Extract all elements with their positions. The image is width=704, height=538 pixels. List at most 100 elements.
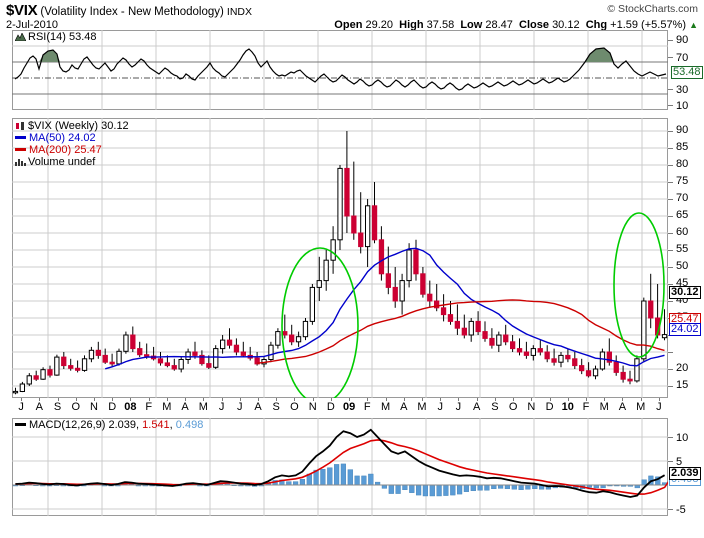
candle: [316, 280, 322, 288]
x-axis-label-J-11: J: [218, 401, 225, 413]
candle: [61, 356, 67, 367]
x-tick-7: [148, 398, 150, 401]
candle: [447, 314, 454, 322]
candle: [254, 357, 260, 365]
x-axis-label-M-20: M: [381, 401, 391, 413]
candle: [344, 167, 350, 217]
quote-date: 2-Jul-2010: [6, 19, 58, 31]
rsi-overbought-fill-1: [39, 50, 60, 62]
macd-hist-bar: [299, 479, 306, 486]
x-axis-label-10-30: 10: [561, 401, 574, 413]
candle: [75, 367, 81, 371]
high-label: High: [399, 19, 424, 31]
x-axis-label-O-3: O: [71, 401, 81, 413]
candle: [171, 365, 177, 370]
x-tick-29: [549, 398, 551, 401]
macd-hist-bar: [641, 479, 647, 486]
x-tick-18: [349, 398, 351, 401]
macd-tick-5: [668, 461, 673, 462]
x-tick-11: [221, 398, 223, 401]
macd-hist-bar: [340, 463, 347, 486]
macd-hist-bar: [525, 484, 531, 490]
x-tick-19: [367, 398, 369, 401]
chg-label: Chg: [585, 19, 608, 31]
candle: [627, 378, 633, 382]
chart-title: $VIX (Volatility Index - New Methodology…: [6, 2, 252, 19]
candle: [47, 369, 53, 376]
open-value: 29.20: [365, 19, 394, 31]
macd-tick-10: [668, 437, 673, 438]
ma50-legend-text: MA(50) 24.02: [29, 132, 96, 144]
candle: [164, 362, 170, 367]
macd-legend-value: 2.039: [108, 419, 137, 431]
x-tick-10: [203, 398, 205, 401]
candle: [295, 336, 302, 343]
macd-ytick-neg5: -5: [676, 504, 686, 516]
x-tick-8: [166, 398, 168, 401]
macd-hist-bar: [381, 484, 388, 489]
candle: [323, 259, 329, 282]
x-tick-12: [239, 398, 241, 401]
candle: [282, 331, 288, 336]
price-tick-25: [668, 352, 673, 353]
x-axis-label-F-19: F: [363, 401, 371, 413]
macd-hist-bar: [416, 484, 422, 496]
candle: [641, 300, 647, 360]
candle: [33, 375, 39, 380]
x-axis-label-M-22: M: [417, 401, 427, 413]
x-tick-0: [21, 398, 23, 401]
macd-panel-frame: [12, 418, 668, 516]
price-tick-40: [668, 301, 673, 302]
low-value: 28.47: [485, 19, 513, 31]
candle: [88, 349, 95, 360]
x-axis-label-S-14: S: [272, 401, 280, 413]
rsi-tick-10: [668, 105, 673, 106]
candle: [592, 368, 599, 377]
x-axis-label-O-27: O: [508, 401, 518, 413]
rsi-ytick-90: 90: [676, 34, 689, 46]
candle: [226, 339, 233, 346]
x-tick-34: [640, 398, 642, 401]
macd-hist-bar: [388, 484, 394, 494]
macd-hist-bar: [354, 475, 360, 486]
candle: [358, 232, 364, 248]
ma50-legend-row: MA(50) 24.02: [15, 132, 129, 144]
rsi-gridlines: [12, 30, 668, 110]
candle: [19, 383, 25, 392]
candle: [130, 334, 136, 350]
candle: [40, 369, 46, 380]
x-axis-label-A-9: A: [181, 401, 189, 413]
low-label: Low: [460, 19, 483, 31]
x-axis-label-N-4: N: [90, 401, 98, 413]
macd-ytick-10: 10: [676, 432, 689, 444]
ma50-swatch-icon: [15, 136, 26, 139]
candle: [475, 320, 481, 333]
price-tick-45: [668, 284, 673, 285]
ellipse-2008-spike: [281, 247, 359, 398]
candle: [537, 348, 543, 353]
macd-hist-bar: [361, 475, 367, 486]
candle: [489, 337, 495, 346]
x-axis-label-F-7: F: [145, 401, 153, 413]
macd-value-tag: 2.039: [669, 467, 701, 480]
candle: [330, 239, 336, 261]
macd-tick-neg5: [668, 509, 673, 510]
candle: [427, 293, 433, 302]
x-tick-9: [185, 398, 187, 401]
price-ytick-60: 60: [676, 226, 689, 238]
x-tick-3: [75, 398, 77, 401]
candle: [240, 351, 246, 356]
x-axis-label-J-35: J: [656, 401, 662, 413]
price-ytick-15: 15: [676, 379, 689, 391]
rsi-panel-frame: [12, 30, 668, 110]
price-ytick-50: 50: [676, 260, 689, 272]
x-axis-label-J-0: J: [18, 401, 24, 413]
price-tick-90: [668, 131, 673, 132]
candle: [192, 351, 198, 356]
candle: [503, 334, 509, 343]
rsi-legend-row: RSI(14) 53.48: [15, 31, 96, 43]
macd-hist-bar: [347, 469, 353, 486]
rsi-plot: [12, 30, 668, 110]
price-plot: [12, 118, 668, 398]
x-axis-label-F-31: F: [582, 401, 590, 413]
